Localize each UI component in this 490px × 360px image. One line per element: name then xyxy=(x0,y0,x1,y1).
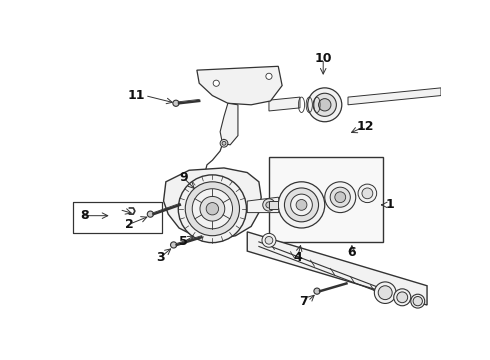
Circle shape xyxy=(200,197,225,221)
Bar xyxy=(73,202,162,233)
Bar xyxy=(73,202,162,233)
Polygon shape xyxy=(247,232,427,305)
Text: 9: 9 xyxy=(179,171,188,184)
Circle shape xyxy=(358,184,377,203)
Text: 6: 6 xyxy=(347,246,356,259)
Text: 2: 2 xyxy=(125,218,134,231)
Circle shape xyxy=(291,194,312,216)
Circle shape xyxy=(220,139,228,147)
Circle shape xyxy=(318,99,331,111)
Text: 7: 7 xyxy=(299,294,308,308)
Circle shape xyxy=(413,297,422,306)
Circle shape xyxy=(262,233,276,247)
Circle shape xyxy=(213,80,220,86)
Circle shape xyxy=(378,286,392,300)
Text: 10: 10 xyxy=(315,52,332,65)
Circle shape xyxy=(374,282,396,303)
Circle shape xyxy=(263,199,275,211)
Polygon shape xyxy=(220,103,238,145)
Circle shape xyxy=(313,93,336,116)
Circle shape xyxy=(178,175,246,243)
Circle shape xyxy=(278,182,325,228)
Text: 4: 4 xyxy=(293,251,302,264)
Text: 8: 8 xyxy=(81,209,89,222)
Text: 3: 3 xyxy=(156,251,165,264)
Text: 5: 5 xyxy=(179,235,188,248)
Circle shape xyxy=(206,203,219,215)
Circle shape xyxy=(185,182,240,236)
Polygon shape xyxy=(348,88,441,105)
Circle shape xyxy=(265,237,273,244)
Circle shape xyxy=(362,188,373,199)
Polygon shape xyxy=(269,97,300,111)
Circle shape xyxy=(285,188,318,222)
Text: 1: 1 xyxy=(385,198,394,211)
Circle shape xyxy=(222,141,226,145)
Circle shape xyxy=(397,292,408,303)
Polygon shape xyxy=(164,168,261,239)
Circle shape xyxy=(266,73,272,80)
Circle shape xyxy=(394,289,411,306)
Circle shape xyxy=(411,294,425,308)
Circle shape xyxy=(308,88,342,122)
Circle shape xyxy=(147,211,153,217)
Text: 11: 11 xyxy=(127,89,145,102)
Circle shape xyxy=(266,202,272,208)
Circle shape xyxy=(192,189,233,229)
Circle shape xyxy=(171,242,177,248)
Circle shape xyxy=(296,199,307,210)
Polygon shape xyxy=(269,157,383,242)
Polygon shape xyxy=(197,66,282,105)
Circle shape xyxy=(325,182,356,213)
Circle shape xyxy=(335,192,345,203)
Circle shape xyxy=(173,100,179,106)
Polygon shape xyxy=(247,197,282,213)
Text: 12: 12 xyxy=(356,120,374,133)
Circle shape xyxy=(330,187,350,207)
Polygon shape xyxy=(269,201,278,209)
Circle shape xyxy=(314,288,320,294)
